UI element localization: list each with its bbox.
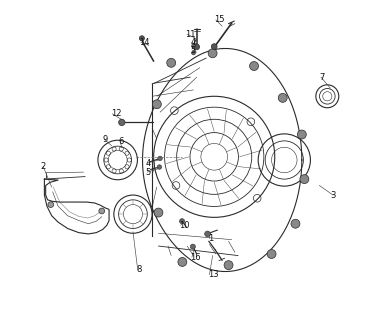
Circle shape	[139, 36, 144, 41]
Circle shape	[192, 44, 195, 48]
Text: 15: 15	[214, 15, 225, 24]
Circle shape	[278, 93, 287, 102]
Circle shape	[190, 244, 195, 249]
Circle shape	[157, 165, 162, 169]
Circle shape	[224, 261, 233, 270]
Circle shape	[180, 219, 185, 224]
Text: 6: 6	[119, 137, 124, 146]
Text: 2: 2	[41, 162, 46, 171]
Circle shape	[119, 119, 125, 125]
Circle shape	[158, 156, 162, 161]
Text: 16: 16	[190, 253, 201, 262]
Text: 3: 3	[330, 190, 336, 200]
Text: 9: 9	[103, 135, 108, 144]
Text: 13: 13	[208, 270, 219, 279]
Text: 5: 5	[146, 168, 151, 177]
Circle shape	[297, 130, 306, 139]
Text: 4: 4	[190, 38, 195, 47]
Circle shape	[154, 208, 163, 217]
Text: 8: 8	[136, 265, 142, 275]
Circle shape	[208, 49, 217, 58]
Circle shape	[152, 100, 161, 109]
Circle shape	[300, 175, 309, 184]
Text: 10: 10	[179, 221, 190, 230]
Circle shape	[211, 44, 217, 50]
Circle shape	[167, 58, 176, 67]
Circle shape	[178, 258, 187, 267]
Circle shape	[48, 202, 54, 207]
Text: 14: 14	[139, 38, 150, 47]
Circle shape	[205, 231, 211, 237]
Text: 4: 4	[146, 159, 151, 168]
Circle shape	[194, 44, 200, 50]
Text: 5: 5	[190, 45, 195, 55]
Circle shape	[291, 219, 300, 228]
Circle shape	[99, 208, 104, 214]
Text: 1: 1	[208, 234, 213, 243]
Text: 7: 7	[319, 73, 325, 82]
Text: 11: 11	[185, 30, 196, 39]
Circle shape	[250, 61, 259, 70]
Text: 12: 12	[111, 109, 121, 118]
Circle shape	[267, 250, 276, 259]
Circle shape	[192, 51, 195, 55]
